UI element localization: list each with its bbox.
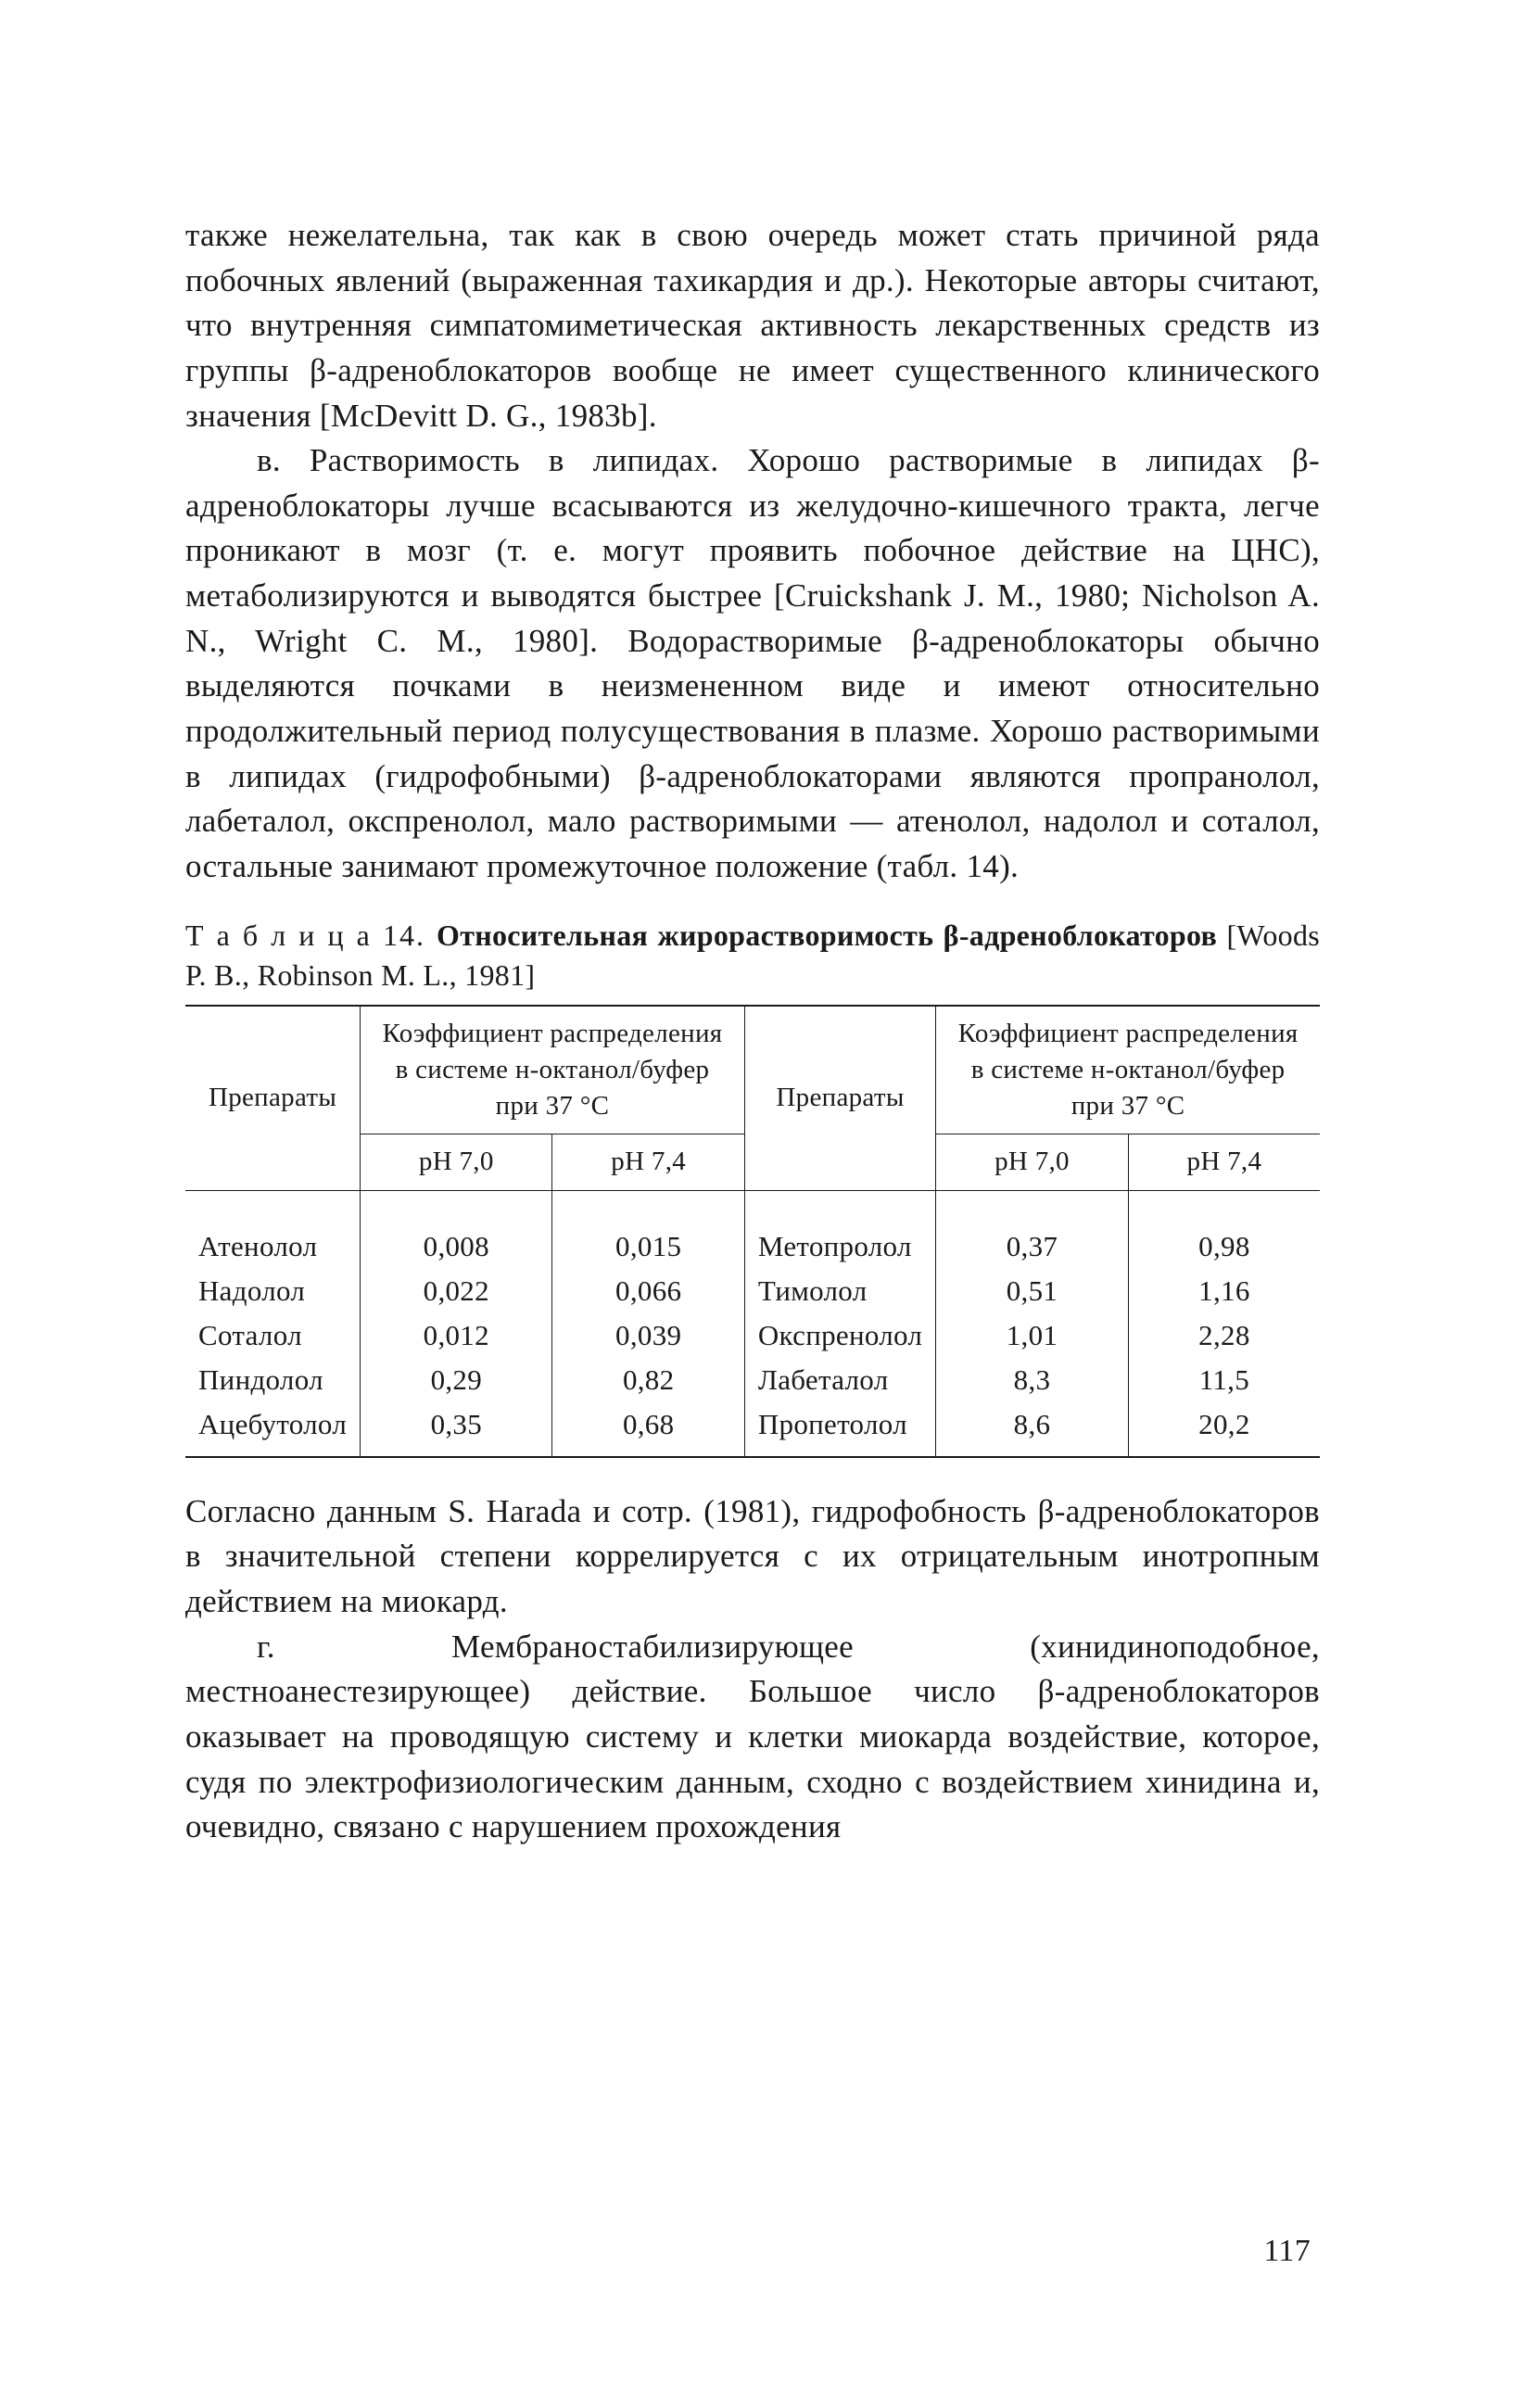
table-cell-ph74-right: 0,98 1,16 2,28 11,5 20,2	[1128, 1190, 1320, 1457]
paragraph: в. Растворимость в липидах. Хорошо раств…	[185, 438, 1320, 889]
value: 8,3	[949, 1358, 1115, 1402]
table-caption-lead: Т а б л и ц а 14.	[185, 919, 437, 952]
drug-name: Надолол	[198, 1269, 347, 1313]
drug-name: Ацебутолол	[198, 1402, 347, 1447]
value: 0,51	[949, 1269, 1115, 1313]
value: 0,012	[374, 1313, 538, 1358]
value: 0,015	[565, 1224, 730, 1269]
table-cell-drugs-left: Атенолол Надолол Соталол Пиндолол Ацебут…	[185, 1190, 361, 1457]
value: 1,01	[949, 1313, 1115, 1358]
value: 0,82	[565, 1358, 730, 1402]
col-header-coef-right: Коэффициент распределения в системе н-ок…	[936, 1006, 1320, 1134]
drug-name: Атенолол	[198, 1224, 347, 1269]
paragraph: Согласно данным S. Harada и сотр. (1981)…	[185, 1489, 1320, 1625]
drug-name: Лабеталол	[758, 1358, 922, 1402]
drug-name: Пропетолол	[758, 1402, 922, 1447]
value: 0,022	[374, 1269, 538, 1313]
drug-name: Пиндолол	[198, 1358, 347, 1402]
col-header-coef-left: Коэффициент распределения в системе н-ок…	[361, 1006, 745, 1134]
table-cell-ph70-right: 0,37 0,51 1,01 8,3 8,6	[936, 1190, 1129, 1457]
value: 0,039	[565, 1313, 730, 1358]
page: также нежелательна, так как в свою очере…	[0, 0, 1533, 2408]
value: 0,37	[949, 1224, 1115, 1269]
table-wrap: Препараты Коэффициент распределения в си…	[185, 1005, 1320, 1458]
col-subheader-ph74-right: pH 7,4	[1128, 1134, 1320, 1190]
paragraph: также нежелательна, так как в свою очере…	[185, 213, 1320, 438]
col-header-drugs: Препараты	[185, 1006, 361, 1190]
table-caption: Т а б л и ц а 14. Относительная жирораст…	[185, 916, 1320, 995]
table-cell-ph74-left: 0,015 0,066 0,039 0,82 0,68	[552, 1190, 744, 1457]
col-subheader-ph74-left: pH 7,4	[552, 1134, 744, 1190]
value: 0,35	[374, 1402, 538, 1447]
value: 0,68	[565, 1402, 730, 1447]
page-number: 117	[1263, 2234, 1311, 2269]
value: 1,16	[1142, 1269, 1307, 1313]
table-cell-ph70-left: 0,008 0,022 0,012 0,29 0,35	[361, 1190, 552, 1457]
value: 2,28	[1142, 1313, 1307, 1358]
value: 0,066	[565, 1269, 730, 1313]
col-subheader-ph70-right: pH 7,0	[936, 1134, 1129, 1190]
value: 11,5	[1142, 1358, 1307, 1402]
table-caption-title: Относительная жирорастворимость β-адрено…	[437, 919, 1217, 952]
col-header-drugs-right: Препараты	[744, 1006, 935, 1190]
value: 0,008	[374, 1224, 538, 1269]
value: 20,2	[1142, 1402, 1307, 1447]
drug-name: Соталол	[198, 1313, 347, 1358]
col-subheader-ph70-left: pH 7,0	[361, 1134, 552, 1190]
value: 0,98	[1142, 1224, 1307, 1269]
table-cell-drugs-right: Метопролол Тимолол Окспренолол Лабеталол…	[744, 1190, 935, 1457]
drug-name: Тимолол	[758, 1269, 922, 1313]
drug-name: Метопролол	[758, 1224, 922, 1269]
paragraph: г. Мембраностабилизирующее (хинидиноподо…	[185, 1625, 1320, 1850]
lipid-solubility-table: Препараты Коэффициент распределения в си…	[185, 1005, 1320, 1458]
value: 0,29	[374, 1358, 538, 1402]
value: 8,6	[949, 1402, 1115, 1447]
drug-name: Окспренолол	[758, 1313, 922, 1358]
